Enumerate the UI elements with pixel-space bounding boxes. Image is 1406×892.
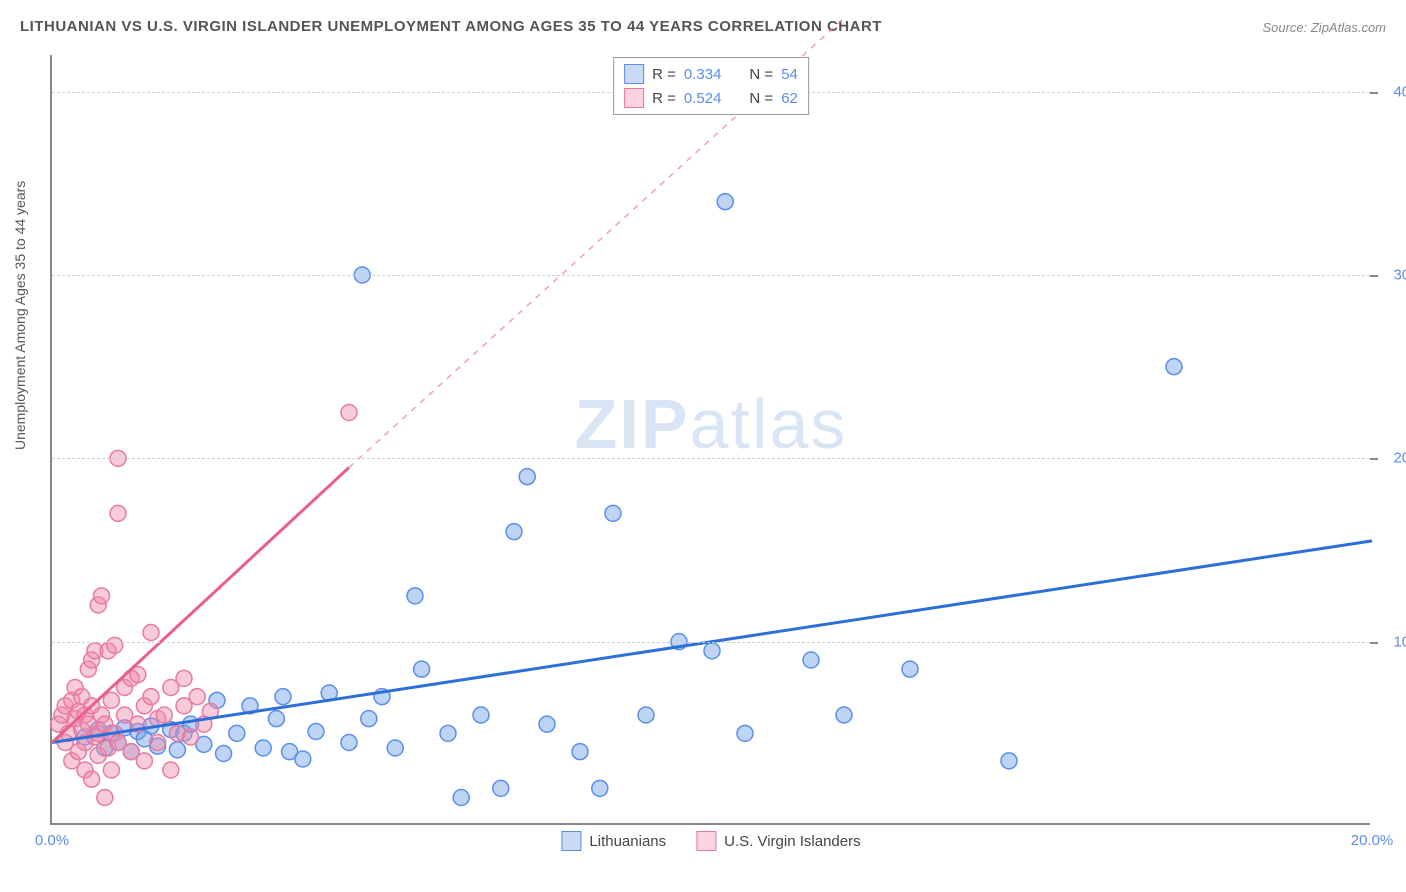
legend-label: U.S. Virgin Islanders <box>724 833 860 850</box>
y-tick-mark <box>1370 642 1378 644</box>
scatter-point <box>183 729 199 745</box>
r-value: 0.524 <box>684 90 722 107</box>
scatter-point <box>94 588 110 604</box>
scatter-point <box>110 505 126 521</box>
legend-item: U.S. Virgin Islanders <box>696 831 860 851</box>
y-tick-label: 10.0% <box>1393 633 1406 650</box>
gridline <box>52 458 1370 459</box>
plot-svg <box>52 55 1370 823</box>
legend-item: Lithuanians <box>561 831 666 851</box>
legend-swatch <box>561 831 581 851</box>
scatter-point <box>387 740 403 756</box>
scatter-point <box>453 790 469 806</box>
y-tick-label: 30.0% <box>1393 267 1406 284</box>
scatter-point <box>216 746 232 762</box>
scatter-point <box>176 670 192 686</box>
scatter-point <box>103 692 119 708</box>
legend-label: Lithuanians <box>589 833 666 850</box>
scatter-point <box>150 735 166 751</box>
chart-title: LITHUANIAN VS U.S. VIRGIN ISLANDER UNEMP… <box>20 18 882 35</box>
scatter-point <box>717 194 733 210</box>
plot-area: ZIPatlas 10.0%20.0%30.0%40.0% R =0.334N … <box>50 55 1370 825</box>
legend-swatch <box>624 64 644 84</box>
scatter-point <box>519 469 535 485</box>
scatter-point <box>836 707 852 723</box>
scatter-point <box>1001 753 1017 769</box>
gridline <box>52 275 1370 276</box>
source-attribution: Source: ZipAtlas.com <box>1262 20 1386 35</box>
y-axis-label: Unemployment Among Ages 35 to 44 years <box>12 181 28 450</box>
scatter-point <box>308 724 324 740</box>
y-tick-label: 40.0% <box>1393 83 1406 100</box>
r-label: R = <box>652 66 676 83</box>
legend-row: R = 0.524 N = 62 <box>624 86 798 110</box>
n-value: 54 <box>781 66 798 83</box>
y-tick-mark <box>1370 458 1378 460</box>
r-label: R = <box>652 90 676 107</box>
scatter-point <box>229 725 245 741</box>
scatter-point <box>275 689 291 705</box>
scatter-point <box>341 405 357 421</box>
scatter-point <box>156 707 172 723</box>
scatter-point <box>84 771 100 787</box>
n-label: N = <box>749 90 773 107</box>
scatter-point <box>704 643 720 659</box>
n-value: 62 <box>781 90 798 107</box>
legend-swatch <box>696 831 716 851</box>
correlation-legend: R = 0.334 N = 54 R = 0.524 N = 62 <box>613 57 809 115</box>
scatter-point <box>539 716 555 732</box>
series-legend: Lithuanians U.S. Virgin Islanders <box>561 831 860 851</box>
scatter-point <box>103 762 119 778</box>
scatter-point <box>493 780 509 796</box>
scatter-point <box>737 725 753 741</box>
scatter-point <box>638 707 654 723</box>
scatter-point <box>341 735 357 751</box>
legend-row: R = 0.334 N = 54 <box>624 62 798 86</box>
scatter-point <box>506 524 522 540</box>
gridline <box>52 642 1370 643</box>
scatter-point <box>169 742 185 758</box>
scatter-point <box>902 661 918 677</box>
y-tick-label: 20.0% <box>1393 450 1406 467</box>
scatter-point <box>268 711 284 727</box>
scatter-point <box>1166 359 1182 375</box>
scatter-point <box>163 762 179 778</box>
scatter-point <box>97 790 113 806</box>
n-label: N = <box>749 66 773 83</box>
scatter-point <box>189 689 205 705</box>
y-tick-mark <box>1370 92 1378 94</box>
scatter-point <box>803 652 819 668</box>
x-tick-label: 20.0% <box>1351 832 1394 849</box>
legend-swatch <box>624 88 644 108</box>
scatter-point <box>295 751 311 767</box>
scatter-point <box>473 707 489 723</box>
scatter-point <box>361 711 377 727</box>
scatter-point <box>136 753 152 769</box>
scatter-point <box>572 744 588 760</box>
r-value: 0.334 <box>684 66 722 83</box>
scatter-point <box>414 661 430 677</box>
scatter-point <box>440 725 456 741</box>
scatter-point <box>143 625 159 641</box>
scatter-point <box>407 588 423 604</box>
scatter-point <box>592 780 608 796</box>
y-tick-mark <box>1370 275 1378 277</box>
scatter-point <box>143 689 159 705</box>
x-tick-label: 0.0% <box>35 832 69 849</box>
scatter-point <box>107 637 123 653</box>
scatter-point <box>255 740 271 756</box>
scatter-point <box>605 505 621 521</box>
